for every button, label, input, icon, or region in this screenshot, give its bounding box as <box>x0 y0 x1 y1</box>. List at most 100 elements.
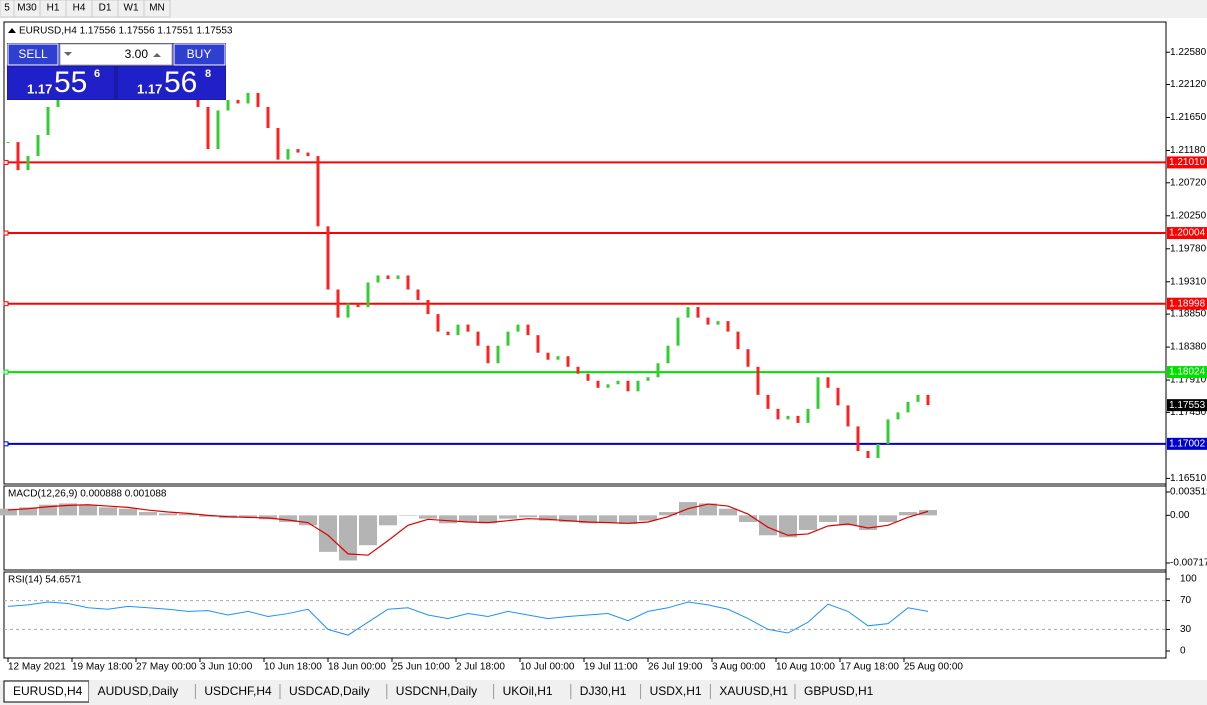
macd-bar <box>359 515 377 546</box>
y-tick-label: 0.003515 <box>1170 487 1207 498</box>
candle <box>686 307 690 318</box>
macd-bar <box>579 515 597 524</box>
macd-bar <box>299 515 317 526</box>
candle <box>446 331 450 336</box>
tab[interactable] <box>195 681 280 702</box>
candle <box>656 363 660 378</box>
candle <box>466 324 470 332</box>
macd-bar <box>619 515 637 524</box>
level-label-bg <box>1167 366 1207 379</box>
candle <box>6 142 10 144</box>
level-label-bg <box>1167 437 1207 450</box>
candle <box>266 106 270 129</box>
buy-button[interactable] <box>173 43 226 66</box>
lots-input[interactable] <box>59 43 173 66</box>
macd-bar <box>479 515 497 524</box>
y-tick-label: 1.19310 <box>1170 276 1207 287</box>
x-tick-label: 3 Jun 10:00 <box>200 662 253 673</box>
macd-bar <box>19 507 37 516</box>
candle <box>886 419 890 444</box>
rsi-line <box>7 601 929 636</box>
macd-bar <box>839 515 857 526</box>
y-tick-label: 0.00 <box>1170 510 1190 521</box>
tab-label: GBPUSD,H1 <box>804 684 874 698</box>
macd-bar <box>39 504 57 516</box>
tab-label: AUDUSD,Daily <box>98 684 179 698</box>
candle <box>916 394 920 402</box>
ask-box[interactable] <box>118 67 225 99</box>
candle <box>246 92 250 104</box>
candle <box>766 394 770 409</box>
candle <box>826 377 830 388</box>
candle <box>316 156 320 227</box>
tab[interactable] <box>280 681 387 702</box>
level-handle <box>3 369 9 375</box>
level-label: 1.17002 <box>1169 438 1206 449</box>
macd-bar <box>879 515 897 522</box>
macd-bar <box>719 508 737 516</box>
candle <box>26 156 30 171</box>
collapse-icon <box>8 28 16 33</box>
tab[interactable] <box>570 681 641 702</box>
lots-value: 3.00 <box>125 47 149 61</box>
level-label: 1.18998 <box>1169 298 1206 309</box>
level-label: 1.18024 <box>1169 367 1206 378</box>
tab[interactable] <box>640 681 711 702</box>
candle <box>296 149 300 153</box>
x-tick-label: 17 Aug 18:00 <box>840 662 899 673</box>
level-handle <box>3 159 9 165</box>
candle <box>286 149 290 160</box>
bid-box[interactable] <box>8 67 114 99</box>
macd-bar <box>759 515 777 536</box>
last-price: 1.17553 <box>1169 400 1206 411</box>
candle <box>326 226 330 290</box>
candle <box>896 412 900 420</box>
ask-pips: 56 <box>164 66 197 99</box>
y-tick-label: 100 <box>1180 574 1197 585</box>
ask-frac: 8 <box>205 68 211 80</box>
candle <box>866 451 870 459</box>
macd-bar <box>699 503 717 516</box>
candle <box>16 142 20 171</box>
level-label: 1.20004 <box>1169 228 1206 239</box>
candle <box>906 401 910 413</box>
macd-bar <box>119 508 137 516</box>
candle <box>256 92 260 107</box>
tab[interactable] <box>493 681 571 702</box>
sell-button[interactable] <box>7 43 59 66</box>
y-tick-label: 1.20720 <box>1170 177 1207 188</box>
candle <box>776 408 780 420</box>
candle <box>586 373 590 381</box>
candle <box>206 106 210 150</box>
candle <box>796 415 800 423</box>
bid-pips: 55 <box>54 66 87 99</box>
level-label-bg <box>1167 297 1207 310</box>
candle <box>556 356 560 360</box>
candle <box>746 349 750 367</box>
candle <box>926 394 930 406</box>
candle <box>236 99 240 104</box>
candle <box>396 275 400 279</box>
candle <box>646 377 650 381</box>
macd-bar <box>59 503 77 516</box>
timeframe-label: H4 <box>73 3 86 14</box>
tab-label: DJ30,H1 <box>580 684 627 698</box>
tab[interactable] <box>386 681 494 702</box>
candle <box>566 356 570 367</box>
timeframe-button[interactable] <box>143 0 171 18</box>
candle <box>786 415 790 420</box>
candle <box>666 345 670 364</box>
candle <box>516 324 520 332</box>
tab[interactable] <box>710 681 795 702</box>
tab-label: UKOil,H1 <box>503 684 553 698</box>
candle <box>846 405 850 427</box>
candle <box>46 106 50 136</box>
level-handle <box>3 301 9 307</box>
x-tick-label: 3 Aug 00:00 <box>712 662 766 673</box>
candle <box>806 408 810 423</box>
tab[interactable] <box>795 681 880 702</box>
tab[interactable] <box>88 681 196 702</box>
candle <box>506 331 510 346</box>
x-tick-label: 19 May 18:00 <box>72 662 133 673</box>
